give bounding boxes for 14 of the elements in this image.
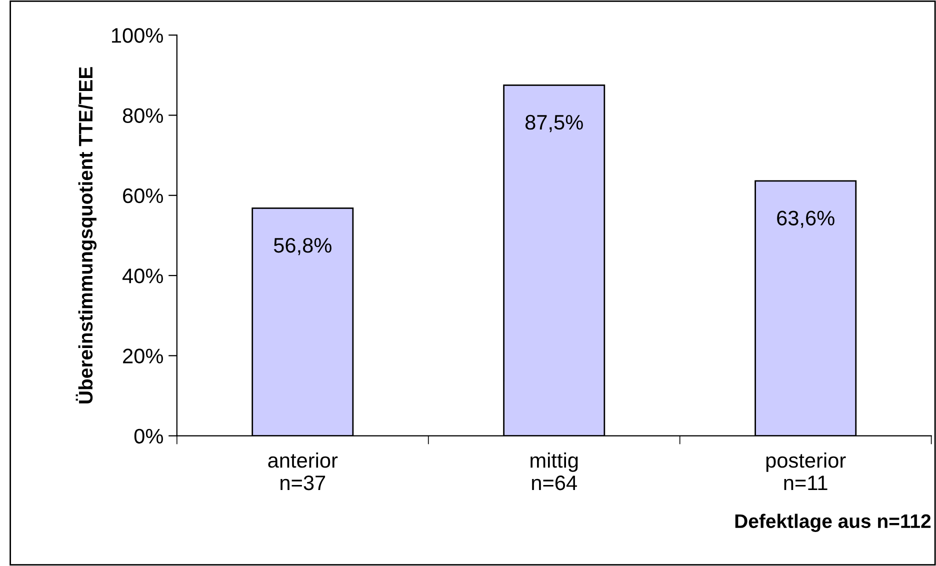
y-tick-label: 20% [123,348,163,364]
x-axis-title: Defektlage aus n=112 [735,514,931,532]
x-tick-label: anterior n=37 [268,452,338,490]
data-label: 87,5% [525,114,583,132]
data-label: 56,8% [274,238,332,256]
data-label: 63,6% [777,210,834,228]
y-tick-label: 60% [123,188,163,204]
y-axis-title: Übereinstimmungsquotient TTE/TEE [76,67,97,404]
y-tick-label: 80% [122,108,163,123]
y-tick-label: 0% [134,428,163,444]
x-tick-label: mittig n=64 [530,452,578,490]
y-tick-label: 100% [112,28,163,43]
y-tick-label: 40% [122,268,163,284]
x-tick-label: posterior n=11 [766,452,846,490]
